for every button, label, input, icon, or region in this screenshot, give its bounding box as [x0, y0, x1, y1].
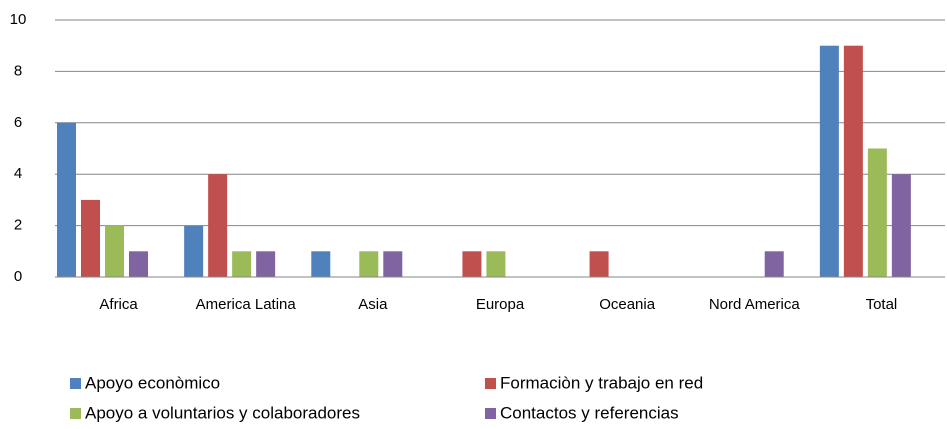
bar [462, 251, 482, 277]
legend-swatch [70, 378, 81, 389]
legend-label: Apoyo a voluntarios y colaboradores [85, 403, 360, 422]
bar [359, 251, 379, 277]
x-tick-label: Africa [99, 296, 138, 313]
bar [129, 251, 148, 277]
legend-label: Contactos y referencias [500, 403, 679, 422]
bar [208, 174, 228, 277]
bar [81, 199, 100, 277]
x-tick-label: America Latina [196, 296, 297, 313]
bar [184, 225, 204, 277]
x-tick-label: Nord America [709, 296, 801, 313]
bar [256, 251, 276, 277]
bar [819, 45, 839, 278]
y-tick-label: 2 [14, 217, 22, 234]
legend-swatch [485, 408, 496, 419]
legend-swatch [485, 378, 496, 389]
legend-label: Apoyo econòmico [85, 373, 220, 392]
bar [486, 251, 506, 277]
y-tick-label: 8 [14, 62, 22, 79]
bar [589, 251, 609, 277]
y-tick-label: 6 [14, 114, 22, 131]
x-tick-label: Asia [358, 296, 388, 313]
y-tick-label: 10 [10, 11, 27, 28]
y-tick-label: 0 [14, 268, 22, 285]
bar [843, 45, 863, 278]
bar [232, 251, 252, 277]
bar [311, 251, 331, 277]
legend-swatch [70, 408, 81, 419]
bar [891, 174, 911, 277]
legend-label: Formaciòn y trabajo en red [500, 373, 703, 392]
bar [105, 225, 124, 277]
bar [867, 148, 887, 277]
bar [764, 251, 784, 277]
x-tick-label: Europa [476, 296, 525, 313]
x-tick-label: Total [866, 296, 898, 313]
x-tick-label: Oceania [599, 296, 656, 313]
y-tick-label: 4 [14, 165, 22, 182]
bar [57, 122, 76, 277]
bar [383, 251, 403, 277]
